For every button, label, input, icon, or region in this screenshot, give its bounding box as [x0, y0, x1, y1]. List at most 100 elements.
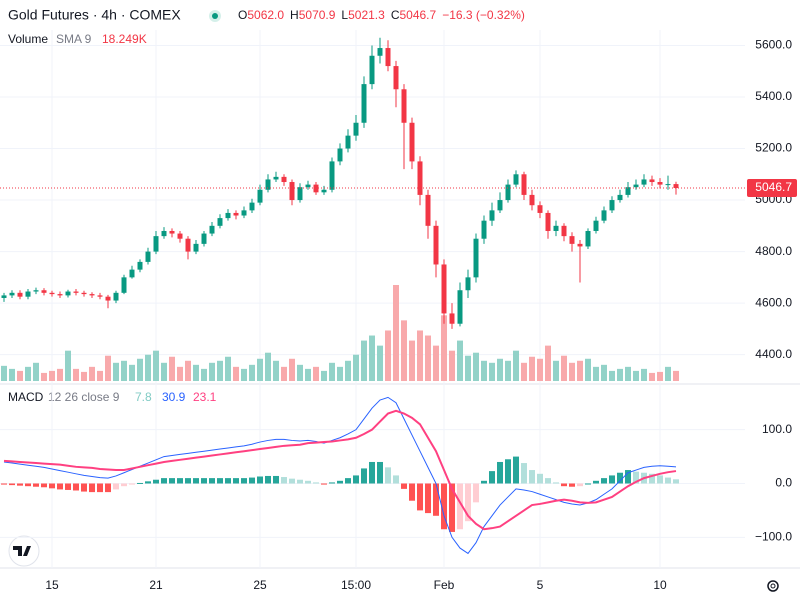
volume-bar — [241, 368, 247, 381]
candle-body — [617, 194, 623, 201]
volume-bar — [377, 345, 383, 381]
histogram-bar — [161, 478, 167, 484]
histogram-bar — [17, 483, 23, 486]
x-tick-label: 25 — [253, 578, 267, 592]
signal-legend: 23.1 — [193, 390, 217, 404]
volume-bar — [609, 370, 615, 381]
histogram-bar — [537, 473, 543, 484]
y-tick-label: 0.0 — [775, 476, 792, 490]
candle-body — [233, 212, 239, 216]
x-tick-label: 15:00 — [341, 578, 371, 592]
settings-button[interactable] — [767, 580, 779, 592]
candle-body — [81, 292, 87, 295]
histogram-bar — [521, 463, 527, 484]
candle-body — [625, 187, 631, 195]
volume-bar — [529, 356, 535, 381]
x-tick-label: 5 — [537, 578, 544, 592]
histogram-bar — [401, 483, 407, 489]
volume-bar — [281, 366, 287, 381]
candle-body — [153, 236, 159, 252]
histogram-bar — [113, 483, 119, 490]
histogram-bar — [577, 483, 583, 487]
candle-body — [657, 182, 663, 185]
macd-line — [3, 396, 677, 555]
candle-body — [417, 161, 423, 195]
candle-body — [89, 294, 95, 296]
candle-body — [337, 148, 343, 162]
histogram-legend: 7.8 — [135, 390, 152, 404]
candle-body — [537, 205, 543, 213]
histogram-bar — [561, 483, 567, 487]
volume-bar — [441, 315, 447, 381]
candle-body — [41, 290, 47, 293]
histogram-bar — [553, 482, 559, 484]
histogram-bar — [177, 478, 183, 484]
x-tick-label: Feb — [434, 578, 455, 592]
histogram-bar — [361, 468, 367, 484]
histogram-bar — [25, 483, 31, 487]
candle-body — [521, 174, 527, 195]
candle-body — [457, 290, 463, 324]
histogram-bar — [49, 483, 55, 489]
histogram-bar — [617, 472, 623, 484]
volume-bar — [569, 362, 575, 381]
volume-bar — [473, 352, 479, 381]
histogram-bar — [265, 475, 271, 484]
candle-body — [201, 233, 207, 244]
candle-body — [393, 66, 399, 90]
candle-body — [329, 161, 335, 190]
histogram-bar — [417, 483, 423, 511]
candle-body — [513, 174, 519, 185]
volume-bar — [233, 366, 239, 381]
volume-bar — [505, 360, 511, 381]
candle-body — [305, 184, 311, 188]
candle-body — [217, 218, 223, 226]
candle-body — [57, 294, 63, 296]
macd-params: 12 26 close 9 — [48, 390, 120, 404]
histogram-bar — [393, 475, 399, 484]
ohlc-value: 5062.0 — [247, 8, 284, 22]
histogram-bar — [593, 480, 599, 484]
volume-bar — [105, 355, 111, 381]
histogram-bar — [481, 480, 487, 484]
candle-body — [665, 184, 671, 186]
histogram-bar — [449, 483, 455, 532]
y-tick-label: 5600.0 — [755, 38, 792, 52]
volume-bar — [633, 370, 639, 381]
candle-body — [361, 84, 367, 123]
volume-bar — [121, 360, 127, 381]
histogram-bar — [609, 475, 615, 484]
volume-title: Volume — [8, 32, 48, 46]
volume-bar — [401, 320, 407, 381]
volume-bar — [297, 364, 303, 381]
histogram-bar — [529, 470, 535, 484]
candle-body — [401, 89, 407, 123]
volume-bar — [353, 354, 359, 381]
candle-body — [561, 225, 567, 237]
histogram-bar — [169, 478, 175, 484]
candle-body — [281, 176, 287, 183]
volume-bar — [521, 362, 527, 381]
volume-bar — [129, 364, 135, 381]
y-tick-label: 4600.0 — [755, 295, 792, 309]
chart-title: Gold Futures · 4h · COMEX — [8, 7, 181, 23]
histogram-bar — [1, 483, 7, 485]
histogram-bar — [337, 480, 343, 484]
volume-bar — [33, 362, 39, 381]
histogram-bar — [409, 483, 415, 501]
volume-bar — [561, 355, 567, 381]
ohlc-key: L — [341, 8, 348, 22]
volume-bar — [673, 370, 679, 381]
volume-bar — [553, 360, 559, 381]
candle-body — [601, 210, 607, 221]
candle-body — [385, 48, 391, 67]
volume-bar — [329, 362, 335, 381]
candle-body — [641, 179, 647, 185]
volume-bar — [305, 368, 311, 381]
logo[interactable] — [8, 535, 40, 567]
volume-bar — [665, 366, 671, 381]
histogram-bar — [433, 483, 439, 516]
volume-bar — [41, 372, 47, 381]
volume-bar — [273, 360, 279, 381]
volume-bar — [9, 368, 15, 381]
